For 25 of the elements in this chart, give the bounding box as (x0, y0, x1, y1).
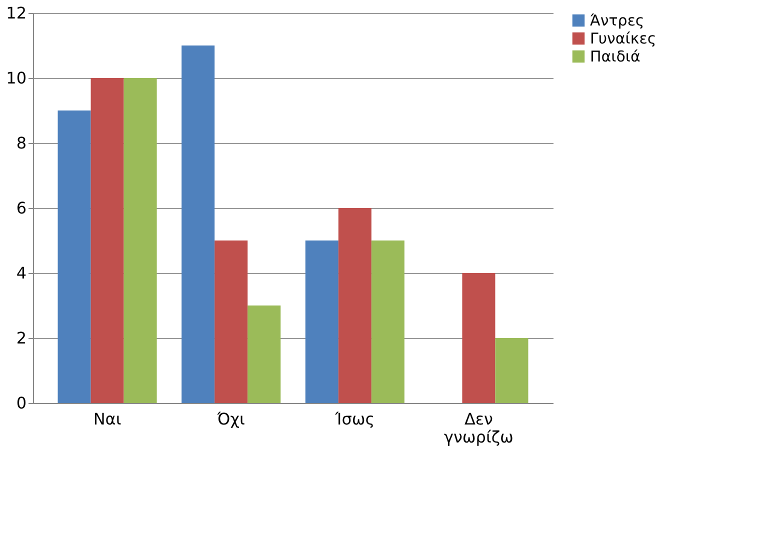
y-tick-label: 2 (16, 328, 26, 348)
x-tick-label: Δεν γνωρίζω (444, 410, 514, 446)
bar (58, 110, 91, 403)
bar (124, 78, 157, 403)
legend-label: Παιδιά (590, 48, 640, 66)
y-tick-label: 6 (16, 198, 26, 218)
y-tick-label: 0 (16, 394, 26, 412)
bar (214, 240, 248, 403)
y-tick-label: 8 (16, 134, 26, 152)
bar (495, 338, 528, 403)
legend-label: Γυναίκες (590, 30, 656, 48)
x-tick-label: Ναι (93, 410, 122, 428)
bar (338, 208, 372, 403)
x-tick-label: Ίσως (334, 410, 375, 428)
x-tick-label: Όχι (216, 410, 245, 428)
bar (305, 240, 338, 403)
bar (462, 273, 496, 403)
y-tick-label: 4 (16, 264, 26, 282)
legend-label: Άντρες (590, 12, 644, 30)
bar (90, 78, 124, 403)
bar (248, 306, 281, 403)
bar (182, 46, 215, 403)
y-tick-label: 10 (6, 68, 26, 88)
bar (371, 240, 404, 403)
y-tick-label: 12 (6, 4, 26, 22)
